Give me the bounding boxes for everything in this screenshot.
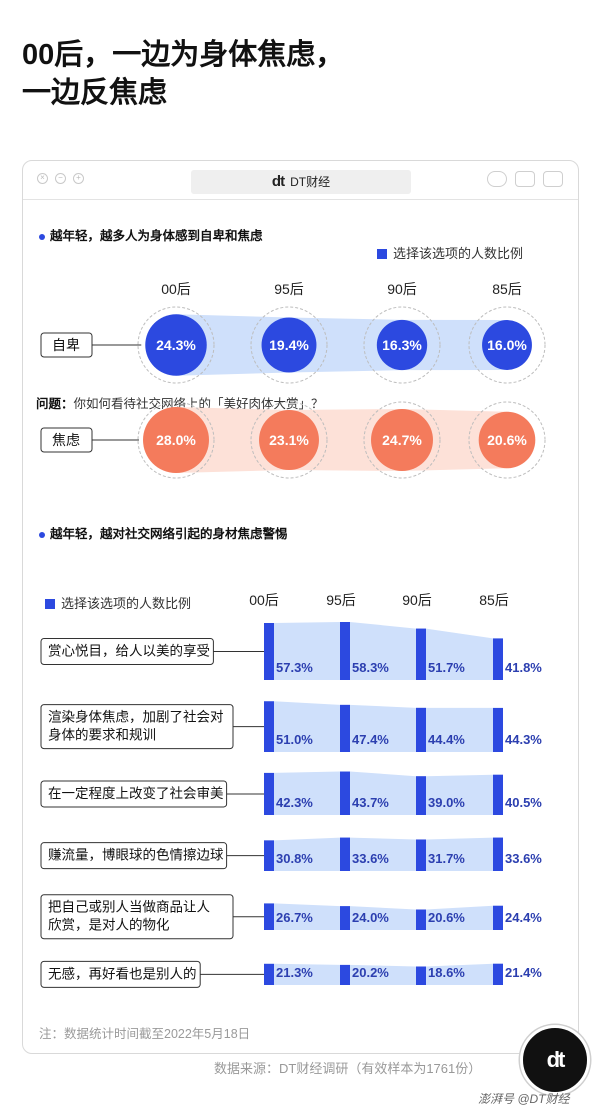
note: 注：数据统计时间截至2022年5月18日: [39, 1027, 251, 1041]
bullet-icon: [39, 233, 45, 240]
question: 问题：你如何看待社交网络上的「美好肉体大赏」？: [36, 393, 324, 412]
legend-swatch: [377, 249, 387, 259]
legend-swatch: [45, 599, 55, 609]
maximize-icon[interactable]: +: [73, 173, 84, 184]
brand-logo: dt: [271, 173, 285, 190]
brand-badge[interactable]: dt: [520, 1025, 590, 1095]
question-text: 你如何看待社交网络上的「美好肉体大赏」？: [73, 397, 324, 411]
question-label: 问题：: [36, 397, 74, 411]
page-title: 00后，一边为身体焦虑， 一边反焦虑: [22, 36, 344, 112]
brand-name: DT财经: [290, 175, 331, 189]
close-icon[interactable]: ×: [37, 173, 48, 184]
section2-title: 越年轻，越对社交网络引起的身材焦虑警惕: [39, 523, 288, 542]
minimize-icon[interactable]: −: [55, 173, 66, 184]
title-line-1: 00后，一边为身体焦虑，: [22, 39, 345, 71]
title-line-2: 一边反焦虑: [22, 77, 168, 109]
data-source: 数据来源：DT财经调研（有效样本为1761份）: [214, 1061, 482, 1076]
section1-legend: 选择该选项的人数比例: [377, 243, 523, 262]
browser-card: × − + dt DT财经 越年轻，越多人为身体感到自卑和焦虑 选择该选项的人数比…: [22, 160, 579, 1054]
address-bar[interactable]: dt DT财经: [191, 170, 411, 194]
section1-title: 越年轻，越多人为身体感到自卑和焦虑: [39, 225, 263, 244]
bullet-icon: [39, 531, 45, 538]
footer-watermark: 澎湃号 @DT财经: [478, 1092, 570, 1106]
section2-legend: 选择该选项的人数比例: [45, 593, 191, 612]
record-icon[interactable]: [487, 171, 507, 187]
share-icon[interactable]: [515, 171, 535, 187]
window-icon[interactable]: [543, 171, 563, 187]
window-bar: × − + dt DT财经: [23, 161, 578, 200]
